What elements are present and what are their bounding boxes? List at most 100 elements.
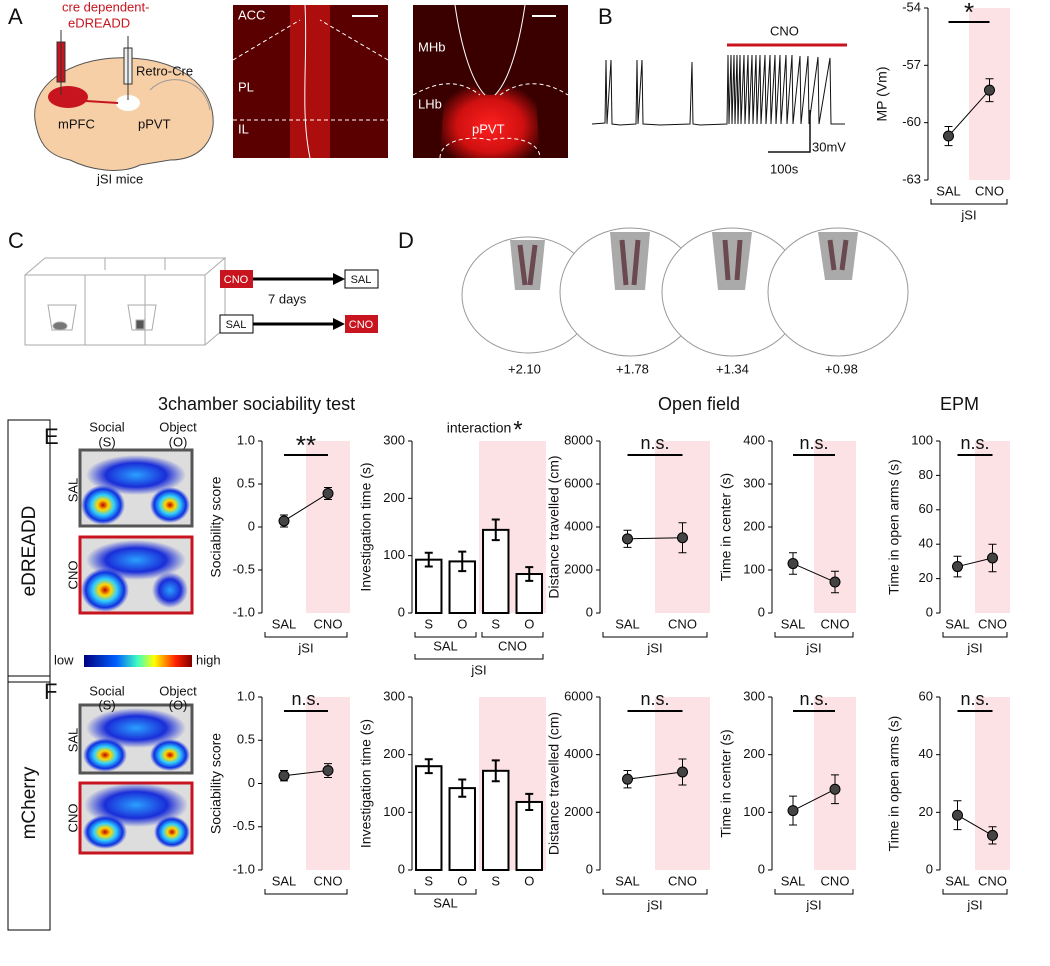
colorbar-label: low xyxy=(54,652,74,667)
group-label: jSI xyxy=(646,897,662,912)
condition-label: SAL xyxy=(65,478,80,503)
y-tick-label: 0 xyxy=(398,861,405,876)
row-box xyxy=(7,419,51,683)
y-tick-label: 300 xyxy=(743,475,765,490)
y-tick-label: 100 xyxy=(383,547,405,562)
x-tick-label: S xyxy=(491,873,500,888)
x-tick-label: CNO xyxy=(668,873,697,888)
y-axis-label: Distance travelled (cm) xyxy=(546,455,562,598)
x-tick-label: SAL xyxy=(272,873,297,888)
y-axis-label: Time in open arms (s) xyxy=(886,716,902,852)
region-label: LHb xyxy=(418,96,442,111)
y-tick-label: 40 xyxy=(919,536,933,551)
zone-label: Object xyxy=(159,683,197,698)
significance: n.s. xyxy=(799,689,828,709)
x-tick-label: SAL xyxy=(781,873,806,888)
y-axis-label: Time in center (s) xyxy=(718,473,734,581)
bracket xyxy=(414,889,477,895)
condition-label: SAL xyxy=(65,728,80,753)
y-axis-label: MP (Vm) xyxy=(874,67,890,122)
y-tick-label: 0 xyxy=(398,604,405,619)
condition-label: SAL xyxy=(226,319,247,331)
group-label: jSI xyxy=(805,897,821,912)
error-bar xyxy=(458,550,467,573)
line xyxy=(627,771,683,780)
zone-label: (S) xyxy=(98,697,115,712)
point xyxy=(984,84,995,96)
significance: n.s. xyxy=(640,433,669,453)
y-tick-label: 400 xyxy=(743,432,765,447)
y-tick-label: 0 xyxy=(926,861,933,876)
condition-label: CNO xyxy=(65,804,80,833)
y-tick-label: 1.0 xyxy=(237,688,255,703)
condition-label: CNO xyxy=(349,319,374,331)
chamber-sketch xyxy=(24,257,227,346)
y-tick-label: 0 xyxy=(926,604,933,619)
point xyxy=(952,809,963,821)
y-axis-label: Sociability score xyxy=(208,733,224,834)
line xyxy=(283,770,329,777)
x-tick-label: CNO xyxy=(821,616,850,631)
line xyxy=(957,814,993,836)
virus-label: eDREADD xyxy=(68,15,130,30)
caption: jSI mice xyxy=(96,171,143,186)
line xyxy=(792,788,836,812)
point xyxy=(278,515,290,527)
x-tick-label: O xyxy=(524,873,534,888)
line xyxy=(948,89,990,137)
point xyxy=(622,773,633,785)
x-tick-label: SAL xyxy=(936,183,961,198)
y-tick-label: -54 xyxy=(902,0,921,14)
group-label: CNO xyxy=(498,638,527,653)
point xyxy=(987,552,998,564)
group-label: jSI xyxy=(966,640,982,655)
point xyxy=(787,805,799,817)
bracket xyxy=(602,889,708,895)
x-tick-label: O xyxy=(457,873,467,888)
group-label: jSI xyxy=(646,640,662,655)
heatmap xyxy=(78,448,194,855)
panel-letter: F xyxy=(44,679,57,704)
y-tick-label: 20 xyxy=(919,804,933,819)
y-tick-label: 200 xyxy=(383,746,405,761)
group-label: jSI xyxy=(470,662,486,677)
x-tick-label: SAL xyxy=(615,873,640,888)
section-label: +1.78 xyxy=(616,361,649,376)
bar xyxy=(415,765,443,872)
line xyxy=(627,537,683,540)
colorbar-label: high xyxy=(196,652,221,667)
y-tick-label: 6000 xyxy=(564,475,593,490)
region-label: pPVT xyxy=(472,121,505,136)
x-tick-label: SAL xyxy=(945,616,970,631)
y-axis-label: Investigation time (s) xyxy=(358,719,374,848)
heading: 3chamber sociability test xyxy=(158,394,355,414)
y-tick-label: 200 xyxy=(743,518,765,533)
panel-letter: B xyxy=(598,4,613,29)
y-tick-label: 60 xyxy=(919,688,933,703)
group-label: jSI xyxy=(960,207,976,222)
y-tick-label: 1.0 xyxy=(237,432,255,447)
zone-label: (O) xyxy=(169,434,188,449)
error-bar xyxy=(491,518,500,542)
row-label: eDREADD xyxy=(19,506,40,597)
error-bar xyxy=(525,792,534,812)
y-axis-label: Time in open arms (s) xyxy=(886,459,902,595)
bracket xyxy=(414,654,544,660)
zone-label: Social xyxy=(89,419,125,434)
point xyxy=(829,783,841,795)
x-tick-label: CNO xyxy=(314,873,343,888)
y-tick-label: 4000 xyxy=(564,746,593,761)
y-axis-label: Time in center (s) xyxy=(718,729,734,837)
y-tick-label: 0 xyxy=(758,604,765,619)
interval-label: 7 days xyxy=(268,291,307,306)
row-label: mCherry xyxy=(19,766,40,839)
y-axis-label: Distance travelled (cm) xyxy=(546,712,562,855)
y-tick-label: -1.0 xyxy=(233,604,255,619)
significance: ** xyxy=(296,430,316,460)
bar xyxy=(415,558,443,614)
x-tick-label: SAL xyxy=(945,873,970,888)
region-label: IL xyxy=(238,121,249,136)
y-tick-label: 0.5 xyxy=(237,732,255,747)
error-bar xyxy=(491,759,500,783)
y-tick-label: 60 xyxy=(919,501,933,516)
